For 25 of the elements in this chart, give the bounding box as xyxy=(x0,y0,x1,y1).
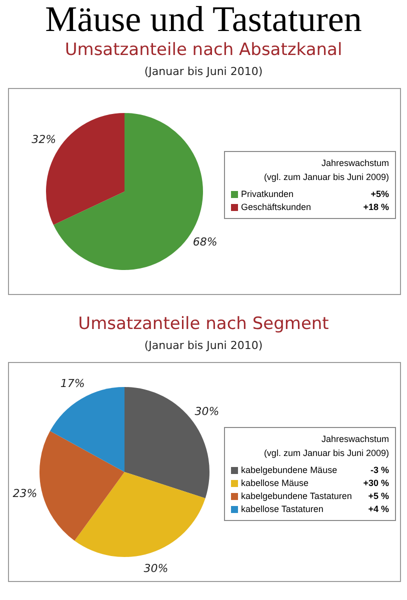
data-label: 30% xyxy=(194,404,220,418)
legend-label: kabellose Tastaturen xyxy=(241,503,324,516)
text: +30 % xyxy=(363,477,389,490)
text: +18 % xyxy=(363,201,389,214)
data-label: 68% xyxy=(192,236,218,249)
text: +5 % xyxy=(368,490,389,503)
legend-label: kabellose Mäuse xyxy=(241,477,310,490)
text: (Januar bis Juni 2010) xyxy=(143,64,264,80)
data-label: 32% xyxy=(32,133,56,146)
text: -3 % xyxy=(370,464,389,477)
data-label: 17% xyxy=(60,377,85,390)
data-label: 30% xyxy=(144,562,168,575)
chart-title: Mäuse und Tastaturen xyxy=(44,0,363,39)
chart-subtitle: Umsatzanteile nach Absatzkanal xyxy=(64,39,344,62)
chart-subtitle: (Januar bis Juni 2010) xyxy=(143,338,264,354)
text: +4 % xyxy=(368,503,389,516)
legend-label: Privatkunden xyxy=(241,188,295,201)
legend-label: Geschäftskunden xyxy=(241,201,312,214)
text: +5% xyxy=(370,188,389,201)
legend-label: kabelgebundene Mäuse xyxy=(241,464,338,477)
legend-title: Jahreswachstum (vgl. zum Januar bis Juni 2009) xyxy=(262,433,389,460)
data-label: 23% xyxy=(12,487,38,500)
chart-title: Umsatzanteile nach Segment xyxy=(77,313,330,336)
legend-title: Jahreswachstum (vgl. zum Januar bis Juni 2009) xyxy=(262,157,389,184)
legend-label: kabelgebundene Tastaturen xyxy=(241,490,353,503)
